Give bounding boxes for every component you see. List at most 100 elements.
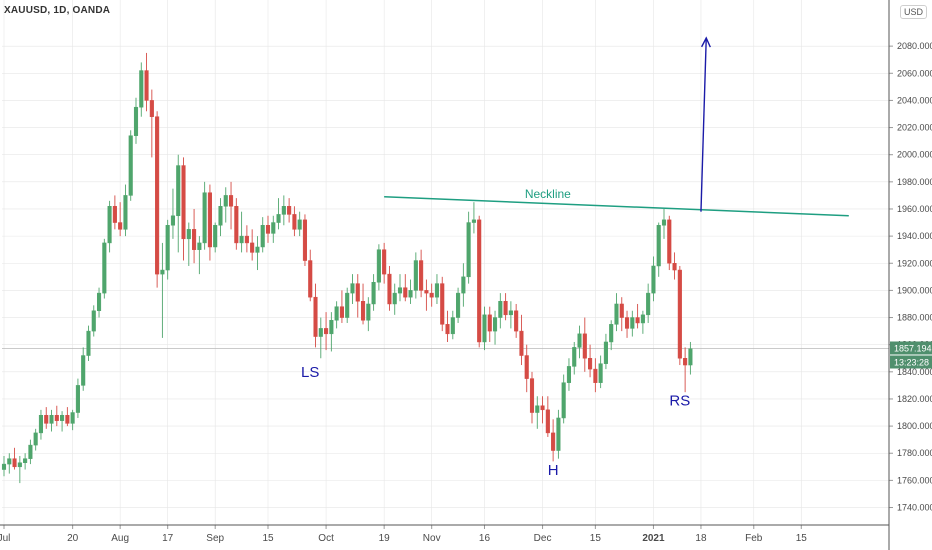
candle xyxy=(44,407,49,429)
candle-body xyxy=(376,249,381,283)
candle-body xyxy=(656,225,661,267)
candle xyxy=(445,310,450,342)
pattern-label-ls: LS xyxy=(301,364,319,381)
candle xyxy=(70,409,75,431)
candle-body xyxy=(355,283,360,302)
candle-body xyxy=(556,417,561,451)
target-arrow-line[interactable] xyxy=(700,37,707,212)
candle-body xyxy=(139,70,144,108)
candle-body xyxy=(419,260,424,291)
candle xyxy=(424,279,429,311)
y-tick-label: 1900.000 xyxy=(897,285,932,295)
candle-body xyxy=(96,292,102,312)
time-axis[interactable]: Jul 20 Aug 17 Sep 15 Oct 19 Nov 16 Dec 15 2021 18 Feb 1… xyxy=(0,524,889,544)
candle xyxy=(308,249,313,302)
candle xyxy=(144,52,149,112)
candle xyxy=(529,371,535,424)
candle-body xyxy=(86,330,91,356)
candle-body xyxy=(81,355,86,386)
candle-body xyxy=(128,135,133,196)
candle xyxy=(287,198,292,223)
candle xyxy=(672,252,677,280)
neckline-trendline[interactable] xyxy=(384,196,849,217)
candle xyxy=(207,184,212,261)
candle-body xyxy=(514,310,519,332)
y-tick-label: 1980.000 xyxy=(897,177,932,187)
candle xyxy=(112,195,117,230)
candle-body xyxy=(646,292,651,316)
candle-body xyxy=(334,306,339,321)
candle-body xyxy=(413,260,418,291)
candle-body xyxy=(440,283,445,325)
candle xyxy=(276,198,281,230)
candle-body xyxy=(133,106,139,136)
y-tick-label: 2060.000 xyxy=(897,68,932,78)
candle xyxy=(292,206,297,237)
candle-body xyxy=(107,206,112,244)
candle xyxy=(176,154,181,253)
candle xyxy=(545,396,550,437)
candle xyxy=(492,310,498,345)
candle-body xyxy=(461,276,466,294)
candle xyxy=(524,344,529,393)
candle xyxy=(123,184,128,237)
candle xyxy=(461,263,466,307)
candle-body xyxy=(207,192,212,248)
candle xyxy=(403,274,408,302)
candle-body xyxy=(630,317,635,329)
candle xyxy=(96,287,102,318)
candle xyxy=(165,219,170,280)
candle xyxy=(466,211,471,284)
candle-body xyxy=(239,235,244,244)
candle xyxy=(160,242,165,338)
countdown-value: 13:23:28 xyxy=(894,357,929,367)
candle-body xyxy=(218,206,223,226)
candle xyxy=(181,157,186,261)
candle xyxy=(566,358,572,391)
candle-body xyxy=(529,378,535,413)
candle-body xyxy=(466,222,471,278)
candle xyxy=(572,341,577,375)
candle-body xyxy=(192,229,197,250)
candle-body xyxy=(202,192,207,244)
candle xyxy=(281,195,286,226)
candle-body xyxy=(382,249,387,275)
candle-body xyxy=(255,246,260,253)
candle-body xyxy=(614,303,619,325)
candle xyxy=(102,238,107,299)
candle xyxy=(582,317,587,372)
candle-body xyxy=(112,206,117,223)
candle xyxy=(408,279,413,304)
candle-body xyxy=(28,444,33,459)
candle xyxy=(234,198,239,250)
candle xyxy=(271,215,276,243)
x-tick-label: 15 xyxy=(796,533,808,544)
currency-badge[interactable]: USD xyxy=(899,5,927,19)
candle xyxy=(487,306,492,342)
candle-body xyxy=(640,314,645,324)
y-tick-label: 2020.000 xyxy=(897,123,932,133)
candle xyxy=(313,283,318,348)
candle xyxy=(192,208,197,264)
candle xyxy=(350,274,355,304)
candle-body xyxy=(223,195,228,207)
candle-body xyxy=(503,301,508,316)
candle-body xyxy=(260,225,265,248)
candle xyxy=(635,303,640,329)
candle xyxy=(688,341,693,375)
candle xyxy=(577,325,582,359)
candle-body xyxy=(677,269,682,359)
candle-body xyxy=(54,414,59,421)
candle-body xyxy=(244,235,249,244)
candle xyxy=(197,236,202,275)
price-axis[interactable]: 1740.000 1760.000 1780.000 1800.000 1820.000… xyxy=(888,0,932,550)
candle-body xyxy=(360,301,366,321)
candle-body xyxy=(302,219,308,261)
candle xyxy=(155,111,160,288)
candle-body xyxy=(545,409,550,434)
candle xyxy=(640,310,645,334)
candle xyxy=(366,297,371,332)
candle xyxy=(535,396,540,429)
